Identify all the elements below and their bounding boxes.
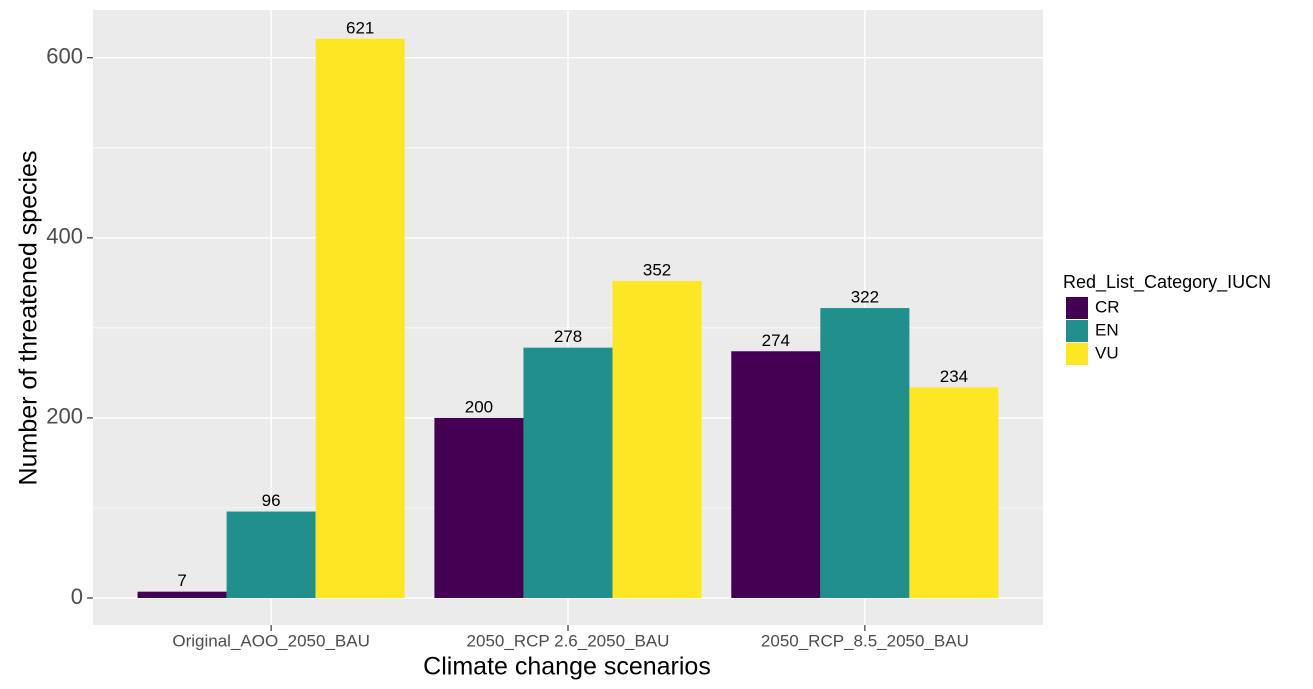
x-axis-title: Climate change scenarios (423, 653, 711, 681)
y-tick-label: 200 (46, 404, 83, 429)
data-label: 621 (346, 18, 374, 37)
bar (434, 417, 524, 598)
bar (909, 387, 999, 598)
legend-label: EN (1095, 320, 1119, 339)
legend-key (1066, 343, 1088, 365)
bar (315, 38, 405, 598)
x-tick-label: 2050_RCP 2.6_2050_BAU (467, 631, 670, 650)
y-tick-label: 600 (46, 44, 83, 69)
y-tick-label: 0 (71, 584, 83, 609)
data-label: 7 (177, 571, 186, 590)
legend-key (1066, 320, 1088, 342)
bar (523, 347, 613, 598)
data-label: 352 (643, 261, 671, 280)
data-label: 274 (762, 331, 790, 350)
y-axis-title: Number of threatened species (15, 151, 43, 486)
x-tick-label: 2050_RCP_8.5_2050_BAU (761, 631, 969, 650)
legend-label: CR (1095, 297, 1120, 316)
bar (612, 281, 702, 598)
legend-title: Red_List_Category_IUCN (1063, 272, 1271, 293)
data-label: 200 (465, 397, 493, 416)
data-label: 278 (554, 327, 582, 346)
bar (137, 591, 227, 598)
legend-label: VU (1095, 343, 1119, 362)
bar (226, 511, 316, 598)
y-tick-label: 400 (46, 224, 83, 249)
legend-key (1066, 297, 1088, 319)
data-label: 96 (262, 491, 281, 510)
x-tick-label: Original_AOO_2050_BAU (172, 631, 370, 650)
bar (820, 308, 910, 598)
data-label: 322 (851, 288, 879, 307)
data-label: 234 (940, 367, 968, 386)
bar (731, 351, 821, 598)
